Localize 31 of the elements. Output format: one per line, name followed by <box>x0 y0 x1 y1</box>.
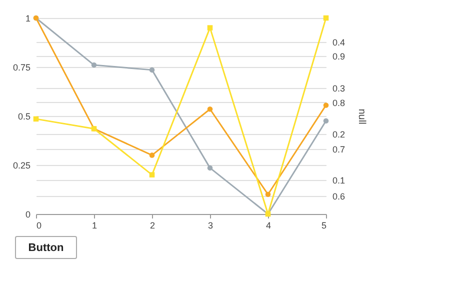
y-tick-label: 0 <box>25 210 30 220</box>
point <box>323 102 329 108</box>
y-tick-label: 0.25 <box>12 160 30 170</box>
x-tick-label: 4 <box>266 220 272 230</box>
y2-tick-label: 0.4 <box>332 37 346 48</box>
y-tick-label: 0.5 <box>18 112 30 122</box>
point <box>207 25 213 30</box>
x-tick-label: 5 <box>321 220 326 230</box>
point <box>91 62 97 68</box>
button: Button <box>15 236 77 259</box>
x-tick-label: 2 <box>150 220 156 230</box>
y3-tick-label: 0.8 <box>332 98 346 108</box>
point <box>207 106 213 112</box>
point <box>323 118 329 124</box>
y2-tick-label: 0.1 <box>332 175 346 186</box>
x-tick-label: 1 <box>92 220 98 230</box>
point <box>149 172 155 178</box>
x-tick-label: 0 <box>36 220 42 230</box>
y2-tick-label: 0.3 <box>332 83 346 94</box>
x-tick-label: 3 <box>208 220 214 230</box>
y-tick-label: 0.75 <box>12 62 30 72</box>
y3-tick-label: 0.7 <box>332 144 346 155</box>
point <box>207 165 213 171</box>
y3-tick-label: 0.6 <box>332 191 346 202</box>
y2-axis-title: null <box>356 108 368 124</box>
y2-tick-label: 0.2 <box>332 129 346 140</box>
point <box>149 152 155 158</box>
point <box>265 192 271 198</box>
y3-tick-label: 0.9 <box>332 51 346 62</box>
point <box>149 67 155 73</box>
y-tick-label: 1 <box>25 14 30 24</box>
